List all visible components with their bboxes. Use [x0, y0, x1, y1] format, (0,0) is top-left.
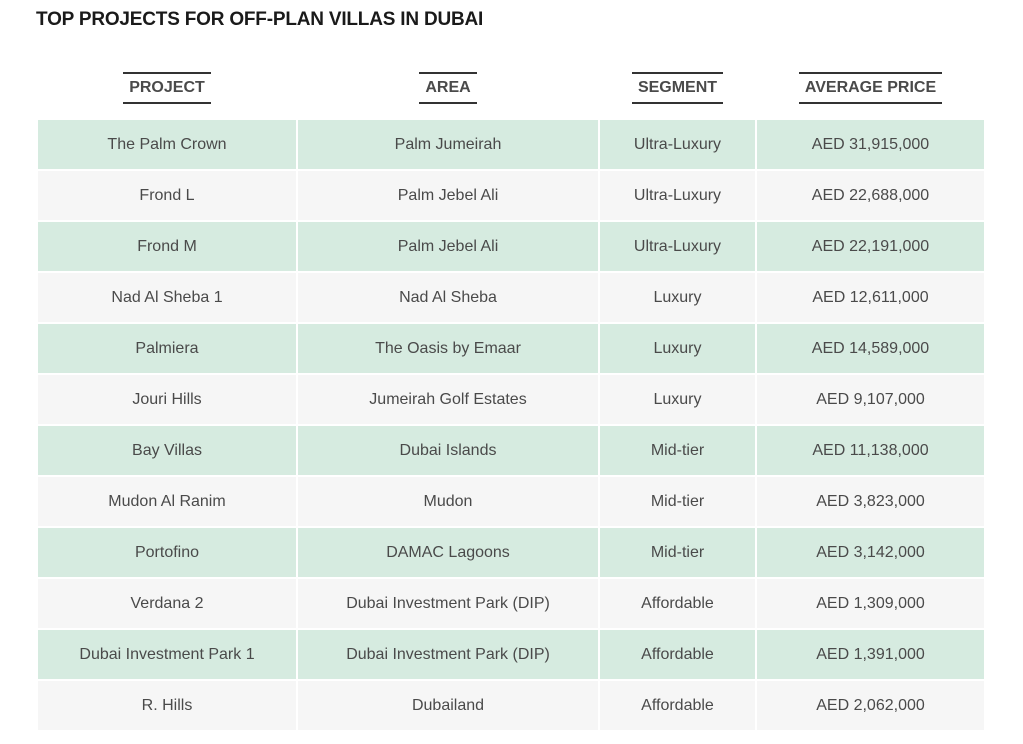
project-cell: Bay Villas: [38, 426, 296, 475]
table-row: Mudon Al Ranim Mudon Mid-tier AED 3,823,000: [38, 477, 984, 526]
segment-cell: Luxury: [600, 273, 755, 322]
table-row: Nad Al Sheba 1 Nad Al Sheba Luxury AED 12,6…: [38, 273, 984, 322]
area-cell: Dubai Islands: [298, 426, 598, 475]
table-row: Dubai Investment Park 1 Dubai Investment …: [38, 630, 984, 679]
area-cell: The Oasis by Emaar: [298, 324, 598, 373]
header-average-price: AVERAGE PRICE: [757, 58, 984, 118]
project-cell: The Palm Crown: [38, 120, 296, 169]
table-row: The Palm Crown Palm Jumeirah Ultra-Luxury A…: [38, 120, 984, 169]
header-area-label: AREA: [419, 72, 477, 104]
project-cell: Nad Al Sheba 1: [38, 273, 296, 322]
price-cell: AED 31,915,000: [757, 120, 984, 169]
table-row: Palmiera The Oasis by Emaar Luxury AED 14,5…: [38, 324, 984, 373]
projects-table: PROJECT AREA SEGMENT AVERAGE PRICE The P…: [36, 56, 986, 732]
header-project: PROJECT: [38, 58, 296, 118]
price-cell: AED 11,138,000: [757, 426, 984, 475]
price-cell: AED 22,688,000: [757, 171, 984, 220]
area-cell: Nad Al Sheba: [298, 273, 598, 322]
area-cell: Dubailand: [298, 681, 598, 730]
segment-cell: Luxury: [600, 324, 755, 373]
price-cell: AED 3,142,000: [757, 528, 984, 577]
project-cell: Portofino: [38, 528, 296, 577]
area-cell: Dubai Investment Park (DIP): [298, 579, 598, 628]
table-row: Jouri Hills Jumeirah Golf Estates Luxury AE…: [38, 375, 984, 424]
table-row: Portofino DAMAC Lagoons Mid-tier AED 3,142,…: [38, 528, 984, 577]
table-header-row: PROJECT AREA SEGMENT AVERAGE PRICE: [38, 58, 984, 118]
segment-cell: Ultra-Luxury: [600, 222, 755, 271]
header-segment: SEGMENT: [600, 58, 755, 118]
price-cell: AED 9,107,000: [757, 375, 984, 424]
area-cell: Palm Jebel Ali: [298, 171, 598, 220]
segment-cell: Ultra-Luxury: [600, 120, 755, 169]
area-cell: Jumeirah Golf Estates: [298, 375, 598, 424]
segment-cell: Affordable: [600, 630, 755, 679]
page-title: TOP PROJECTS FOR OFF-PLAN VILLAS IN DUBA…: [36, 9, 484, 30]
segment-cell: Affordable: [600, 579, 755, 628]
segment-cell: Ultra-Luxury: [600, 171, 755, 220]
area-cell: Dubai Investment Park (DIP): [298, 630, 598, 679]
price-cell: AED 22,191,000: [757, 222, 984, 271]
project-cell: Palmiera: [38, 324, 296, 373]
area-cell: DAMAC Lagoons: [298, 528, 598, 577]
project-cell: Dubai Investment Park 1: [38, 630, 296, 679]
segment-cell: Luxury: [600, 375, 755, 424]
project-cell: Mudon Al Ranim: [38, 477, 296, 526]
table-row: R. Hills Dubailand Affordable AED 2,062,000: [38, 681, 984, 730]
segment-cell: Mid-tier: [600, 426, 755, 475]
project-cell: Jouri Hills: [38, 375, 296, 424]
table-row: Verdana 2 Dubai Investment Park (DIP) Affo…: [38, 579, 984, 628]
project-cell: Verdana 2: [38, 579, 296, 628]
segment-cell: Mid-tier: [600, 528, 755, 577]
project-cell: R. Hills: [38, 681, 296, 730]
table-row: Frond L Palm Jebel Ali Ultra-Luxury AED 22,…: [38, 171, 984, 220]
price-cell: AED 12,611,000: [757, 273, 984, 322]
segment-cell: Affordable: [600, 681, 755, 730]
table-row: Frond M Palm Jebel Ali Ultra-Luxury AED 22,…: [38, 222, 984, 271]
header-segment-label: SEGMENT: [631, 72, 724, 104]
area-cell: Mudon: [298, 477, 598, 526]
price-cell: AED 1,391,000: [757, 630, 984, 679]
header-average-price-label: AVERAGE PRICE: [798, 72, 943, 104]
price-cell: AED 2,062,000: [757, 681, 984, 730]
header-project-label: PROJECT: [123, 72, 211, 104]
project-cell: Frond M: [38, 222, 296, 271]
area-cell: Palm Jebel Ali: [298, 222, 598, 271]
segment-cell: Mid-tier: [600, 477, 755, 526]
price-cell: AED 3,823,000: [757, 477, 984, 526]
header-area: AREA: [298, 58, 598, 118]
table-row: Bay Villas Dubai Islands Mid-tier AED 11,13…: [38, 426, 984, 475]
price-cell: AED 1,309,000: [757, 579, 984, 628]
project-cell: Frond L: [38, 171, 296, 220]
price-cell: AED 14,589,000: [757, 324, 984, 373]
area-cell: Palm Jumeirah: [298, 120, 598, 169]
